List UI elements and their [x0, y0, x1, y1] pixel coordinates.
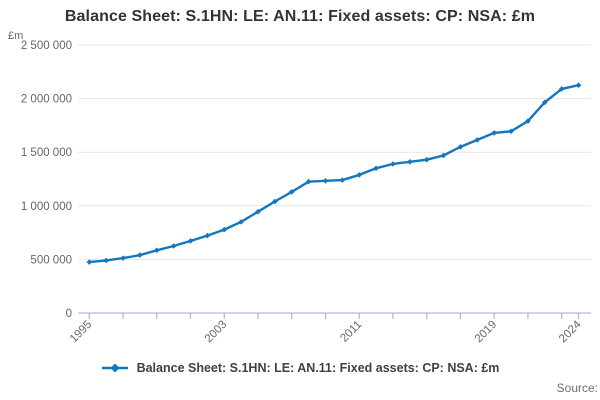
data-point-marker[interactable]: [491, 130, 497, 136]
data-point-marker[interactable]: [390, 161, 396, 167]
data-point-marker[interactable]: [339, 177, 346, 183]
legend-series-label: Balance Sheet: S.1HN: LE: AN.11: Fixed a…: [136, 361, 500, 375]
data-point-marker[interactable]: [238, 219, 244, 225]
x-tick-label: 2019: [473, 319, 500, 346]
data-point-marker[interactable]: [255, 208, 261, 215]
series-line: [89, 84, 579, 264]
data-point-marker[interactable]: [423, 156, 430, 163]
data-point-marker[interactable]: [457, 144, 464, 150]
line-chart-svg: 0 500 000 1 000 000 1 500 000 2 000 000 2 500…: [21, 40, 591, 346]
data-point-marker[interactable]: [288, 189, 295, 195]
y-tick-label: 2 500 000: [21, 40, 72, 52]
data-point-marker[interactable]: [137, 252, 143, 258]
data-point-marker[interactable]: [575, 82, 582, 88]
legend[interactable]: Balance Sheet: S.1HN: LE: AN.11: Fixed a…: [0, 361, 600, 375]
data-point-marker[interactable]: [86, 259, 93, 265]
y-tick-label: 500 000: [30, 254, 72, 266]
y-tick-label: 2 000 000: [21, 94, 72, 106]
data-point-marker[interactable]: [305, 178, 312, 185]
y-axis-unit-label: £m: [8, 30, 24, 42]
data-point-marker[interactable]: [204, 232, 211, 239]
data-point-marker[interactable]: [558, 86, 565, 92]
data-point-marker[interactable]: [373, 165, 379, 172]
data-point-marker[interactable]: [541, 99, 548, 106]
data-point-marker[interactable]: [153, 247, 160, 254]
data-point-marker[interactable]: [103, 257, 109, 264]
x-tick-label: 2024: [557, 318, 584, 345]
chart-title: Balance Sheet: S.1HN: LE: AN.11: Fixed a…: [64, 8, 536, 25]
data-point-marker[interactable]: [525, 118, 531, 124]
data-point-marker[interactable]: [272, 198, 278, 205]
x-tick-label: 2003: [203, 319, 230, 346]
data-point-marker[interactable]: [221, 226, 228, 233]
data-point-marker[interactable]: [187, 238, 194, 244]
source-label: Source:: [556, 381, 598, 395]
data-point-marker[interactable]: [356, 172, 363, 178]
data-point-marker[interactable]: [407, 159, 413, 165]
y-tick-label: 0: [66, 308, 72, 320]
data-point-marker[interactable]: [170, 243, 177, 249]
data-point-marker[interactable]: [120, 255, 126, 261]
legend-line-marker-icon: [101, 363, 128, 373]
y-tick-label: 1 500 000: [21, 147, 72, 159]
x-tick-label: 1995: [68, 319, 95, 346]
y-tick-label: 1 000 000: [21, 201, 72, 213]
x-tick-label: 2011: [338, 319, 364, 345]
data-point-marker[interactable]: [322, 178, 329, 184]
